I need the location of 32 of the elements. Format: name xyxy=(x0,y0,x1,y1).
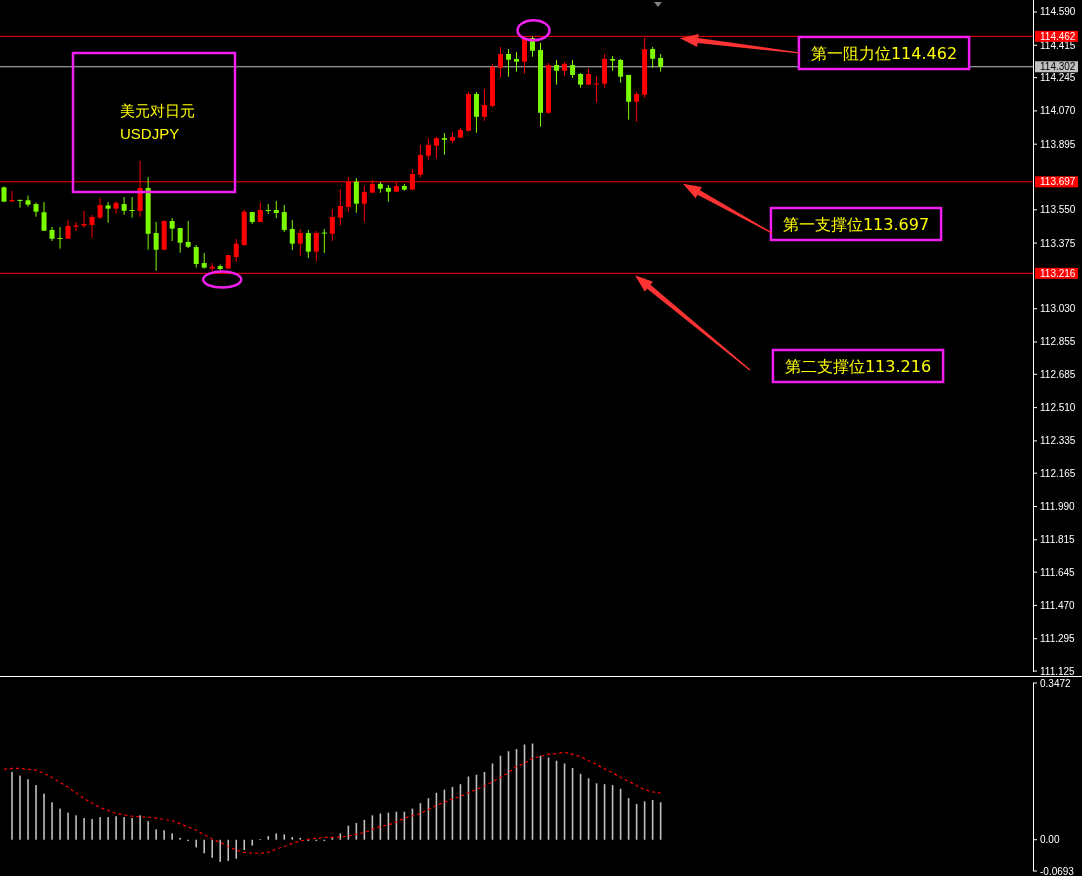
ref-line-label: 114.302 xyxy=(1040,61,1076,73)
y-tick-label: 114.590 xyxy=(1040,6,1076,18)
y-tick-label: 111.125 xyxy=(1040,665,1076,677)
y-tick-label: 113.375 xyxy=(1040,237,1076,249)
y-tick-label: 111.815 xyxy=(1040,534,1076,546)
y-tick-label: 0.3472 xyxy=(1040,677,1072,689)
ref-line-label: 113.697 xyxy=(1040,176,1076,188)
y-tick-label: 112.685 xyxy=(1040,368,1076,380)
y-tick-label: 111.645 xyxy=(1040,566,1076,578)
ref-line-label: 114.462 xyxy=(1040,30,1076,42)
y-tick-label: -0.0693 xyxy=(1040,865,1075,876)
y-tick-label: 114.415 xyxy=(1040,39,1076,51)
y-tick-label: 113.030 xyxy=(1040,303,1076,315)
y-tick-label: 111.470 xyxy=(1040,599,1076,611)
y-tick-label: 114.070 xyxy=(1040,105,1076,117)
y-tick-label: 112.335 xyxy=(1040,435,1076,447)
y-tick-label: 112.165 xyxy=(1040,467,1076,479)
y-tick-label: 112.510 xyxy=(1040,402,1076,414)
y-tick-label: 113.895 xyxy=(1040,138,1076,150)
y-tick-label: 112.855 xyxy=(1040,336,1076,348)
text: 美元对日元 xyxy=(120,102,195,120)
y-tick-label: 113.550 xyxy=(1040,204,1076,216)
annotation: 第一阻力位114.462 xyxy=(810,43,958,63)
annotation: 第一支撑位113.697 xyxy=(782,214,930,234)
y-tick-label: 111.990 xyxy=(1040,501,1076,513)
annotation: 第二支撑位113.216 xyxy=(784,356,932,376)
text: USDJPY xyxy=(120,124,180,142)
y-tick-label: 111.295 xyxy=(1040,633,1076,645)
y-tick-label: 114.245 xyxy=(1040,72,1076,84)
ref-line-label: 113.216 xyxy=(1040,267,1076,279)
y-tick-label: 0.00 xyxy=(1040,834,1060,846)
line-series xyxy=(3,751,662,854)
